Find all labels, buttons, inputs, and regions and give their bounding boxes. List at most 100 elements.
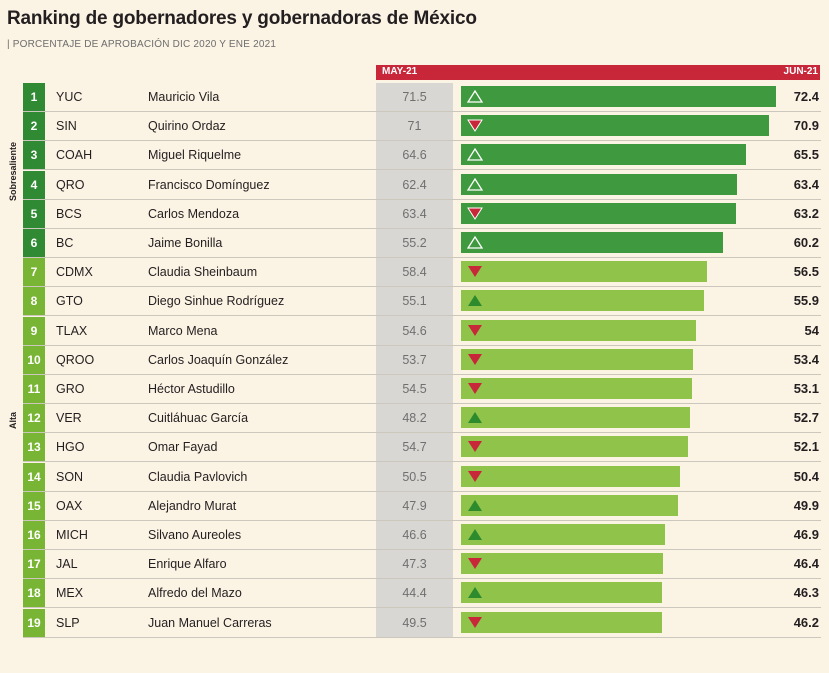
may-value: 71.5 [402, 90, 427, 104]
governor-name: Juan Manuel Carreras [148, 615, 272, 630]
trend-down-icon [467, 207, 483, 220]
table-row: 10 QROO Carlos Joaquín González 53.7 53.4 [0, 345, 829, 375]
table-row: 4 QRO Francisco Domínguez 62.4 63.4 [0, 170, 829, 200]
jun-value: 72.4 [793, 89, 819, 104]
governor-name: Héctor Astudillo [148, 382, 235, 396]
trend-down-icon [467, 119, 483, 133]
governor-name: Miguel Riquelme [148, 148, 242, 163]
may-value: 55.1 [402, 294, 427, 309]
rank-badge: 2 [23, 112, 45, 141]
jun-value: 56.5 [793, 264, 819, 280]
row-divider [23, 549, 821, 550]
trend-down-icon [468, 470, 482, 482]
rank-badge: 18 [23, 579, 45, 608]
rank-badge: 1 [23, 83, 45, 111]
approval-bar [461, 465, 681, 487]
governor-name: Omar Fayad [148, 440, 218, 455]
state-code: GTO [56, 294, 83, 309]
table-row: 5 BCS Carlos Mendoza 63.4 63.2 [0, 199, 829, 229]
trend-down-icon [468, 383, 482, 394]
rank-badge: 3 [23, 141, 45, 170]
trend-down-icon [468, 441, 482, 453]
may-value: 62.4 [402, 177, 427, 192]
state-code: BC [56, 236, 74, 250]
table-row: 15 OAX Alejandro Murat 47.9 49.9 [0, 491, 829, 521]
may-value: 64.6 [402, 148, 427, 163]
jun-value: 53.1 [793, 381, 819, 396]
state-code: SON [56, 469, 84, 484]
row-divider [23, 490, 821, 492]
row-divider [23, 519, 821, 521]
trend-up-icon [468, 295, 482, 307]
trend-down-icon [468, 353, 482, 365]
rank-badge: 5 [23, 199, 45, 228]
jun-value: 52.1 [793, 439, 819, 455]
state-code: CDMX [56, 265, 93, 280]
may-value: 55.2 [402, 236, 427, 250]
state-code: JAL [56, 557, 78, 572]
approval-bar [461, 202, 736, 224]
may-value: 48.2 [402, 411, 427, 426]
rank-badge: 12 [23, 404, 45, 433]
rank-badge: 6 [23, 229, 45, 257]
approval-bar [461, 261, 707, 283]
governor-name: Mauricio Vila [148, 90, 220, 104]
approval-bar [461, 144, 746, 166]
may-column-band [376, 83, 453, 638]
row-divider [23, 461, 821, 463]
trend-down-icon [468, 324, 482, 336]
governor-name: Alfredo del Mazo [148, 586, 242, 601]
may-value: 54.6 [402, 323, 427, 338]
jun-value: 46.2 [793, 614, 819, 630]
state-code: GRO [56, 382, 85, 396]
row-divider [23, 607, 821, 609]
table-row: 6 BC Jaime Bonilla 55.2 60.2 [0, 229, 829, 258]
table-row: 2 SIN Quirino Ordaz 71 70.9 [0, 112, 829, 142]
trend-up-icon [467, 148, 483, 162]
trend-up-icon [467, 177, 483, 191]
state-code: QRO [56, 177, 85, 192]
row-divider [23, 578, 821, 580]
jun-value: 46.3 [793, 585, 819, 601]
row-divider [23, 403, 821, 404]
rank-badge: 4 [23, 170, 45, 199]
rank-badge: 13 [23, 433, 45, 462]
row-divider [23, 286, 821, 288]
table-row: 13 HGO Omar Fayad 54.7 52.1 [0, 433, 829, 463]
governor-name: Quirino Ordaz [148, 119, 226, 134]
jun-value: 65.5 [793, 147, 819, 163]
may-value: 58.4 [402, 265, 427, 280]
state-code: VER [56, 411, 82, 426]
state-code: MICH [56, 528, 88, 542]
state-code: YUC [56, 90, 83, 104]
approval-bar [461, 407, 691, 429]
may-value: 46.6 [402, 528, 427, 542]
approval-bar [461, 290, 705, 312]
trend-up-icon [468, 587, 482, 599]
governor-name: Silvano Aureoles [148, 528, 242, 542]
governor-name: Marco Mena [148, 323, 218, 338]
row-divider [23, 636, 821, 638]
table-row: 14 SON Claudia Pavlovich 50.5 50.4 [0, 462, 829, 492]
governor-name: Cuitláhuac García [148, 411, 249, 426]
trend-up-icon [467, 90, 483, 103]
jun-value: 70.9 [793, 118, 819, 134]
state-code: HGO [56, 440, 85, 455]
state-code: SIN [56, 119, 77, 134]
trend-up-icon [468, 412, 482, 424]
approval-bar [461, 115, 770, 137]
governor-name: Claudia Pavlovich [148, 469, 248, 484]
trend-down-icon [468, 558, 482, 570]
may-value: 54.5 [402, 382, 427, 396]
trend-up-icon [467, 236, 483, 249]
trend-up-icon [468, 529, 482, 540]
table-row: 1 YUC Mauricio Vila 71.5 72.4 [0, 83, 829, 112]
state-code: MEX [56, 586, 84, 601]
table-row: 3 COAH Miguel Riquelme 64.6 65.5 [0, 141, 829, 171]
approval-bar [461, 582, 663, 604]
row-divider [23, 169, 821, 171]
may-value: 44.4 [402, 586, 427, 601]
rank-badge: 19 [23, 608, 45, 637]
governor-name: Carlos Mendoza [148, 206, 240, 221]
may-value: 47.3 [402, 557, 427, 572]
